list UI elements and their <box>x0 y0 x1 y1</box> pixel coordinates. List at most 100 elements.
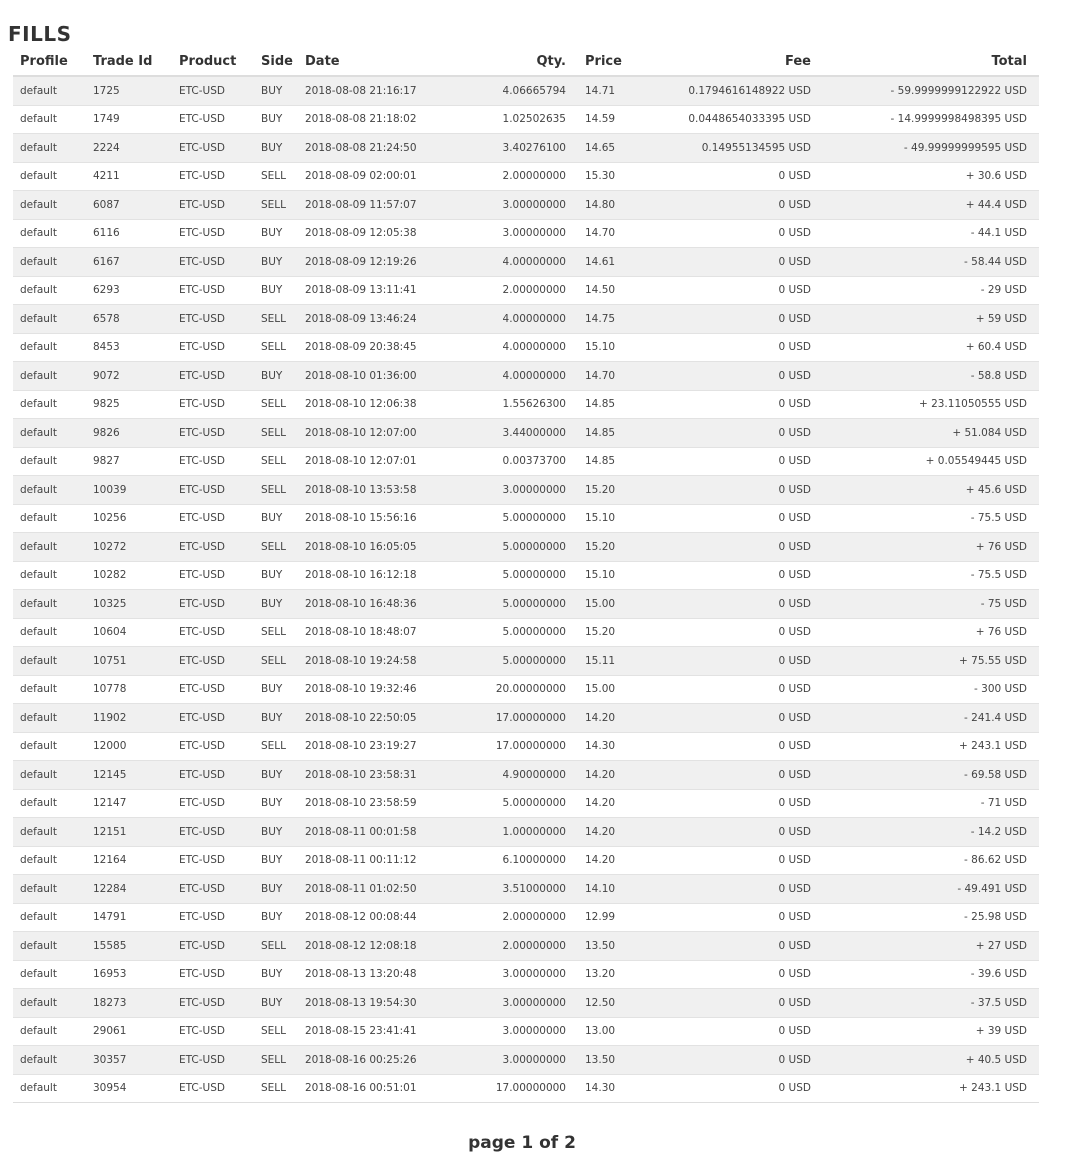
cell-fee: 0 USD <box>663 760 823 789</box>
cell-date: 2018-08-08 21:24:50 <box>298 133 468 162</box>
cell-qty: 5.00000000 <box>468 646 578 675</box>
cell-price: 14.85 <box>578 418 663 447</box>
cell-qty: 3.51000000 <box>468 874 578 903</box>
cell-product: ETC-USD <box>172 589 254 618</box>
cell-price: 12.50 <box>578 988 663 1017</box>
table-row: default 12284 ETC-USD BUY 2018-08-11 01:02:5… <box>13 874 1039 903</box>
cell-trade-id: 16953 <box>86 959 172 989</box>
cell-product: ETC-USD <box>172 503 254 533</box>
cell-profile: default <box>13 418 86 447</box>
cell-trade-id: 12145 <box>86 760 172 789</box>
cell-qty: 2.00000000 <box>468 902 578 932</box>
cell-trade-id: 9825 <box>86 389 172 419</box>
cell-profile: default <box>13 902 86 932</box>
cell-product: ETC-USD <box>172 133 254 162</box>
cell-product: ETC-USD <box>172 560 254 590</box>
cell-profile: default <box>13 218 86 248</box>
cell-side: BUY <box>254 104 298 134</box>
cell-fee: 0 USD <box>663 304 823 333</box>
cell-fee: 0 USD <box>663 190 823 219</box>
column-header-qty[interactable]: Qty. <box>468 48 578 77</box>
cell-qty: 5.00000000 <box>468 617 578 647</box>
cell-date: 2018-08-11 00:11:12 <box>298 845 468 875</box>
cell-profile: default <box>13 817 86 846</box>
cell-qty: 20.00000000 <box>468 674 578 704</box>
table-row: default 10325 ETC-USD BUY 2018-08-10 16:48:3… <box>13 589 1039 618</box>
cell-product: ETC-USD <box>172 731 254 761</box>
cell-price: 13.00 <box>578 1016 663 1046</box>
cell-qty: 3.00000000 <box>468 190 578 219</box>
column-header-fee[interactable]: Fee <box>663 48 823 77</box>
cell-trade-id: 29061 <box>86 1016 172 1046</box>
cell-qty: 1.00000000 <box>468 817 578 846</box>
cell-side: BUY <box>254 959 298 989</box>
cell-qty: 3.40276100 <box>468 133 578 162</box>
cell-trade-id: 10325 <box>86 589 172 618</box>
cell-product: ETC-USD <box>172 845 254 875</box>
cell-side: SELL <box>254 731 298 761</box>
column-header-product[interactable]: Product <box>172 48 254 77</box>
cell-price: 14.85 <box>578 446 663 476</box>
cell-price: 13.50 <box>578 1045 663 1074</box>
cell-total: - 75.5 USD <box>823 560 1039 590</box>
table-row: default 10039 ETC-USD SELL 2018-08-10 13:53:… <box>13 475 1039 504</box>
cell-price: 15.30 <box>578 161 663 191</box>
cell-fee: 0 USD <box>663 218 823 248</box>
cell-product: ETC-USD <box>172 275 254 305</box>
cell-total: - 44.1 USD <box>823 218 1039 248</box>
cell-profile: default <box>13 1016 86 1046</box>
cell-fee: 0 USD <box>663 1073 823 1103</box>
cell-fee: 0 USD <box>663 589 823 618</box>
column-header-date[interactable]: Date <box>298 48 468 77</box>
column-header-profile[interactable]: Profile <box>13 48 86 77</box>
cell-trade-id: 10604 <box>86 617 172 647</box>
cell-date: 2018-08-11 00:01:58 <box>298 817 468 846</box>
column-header-price[interactable]: Price <box>578 48 663 77</box>
cell-total: + 60.4 USD <box>823 332 1039 362</box>
cell-qty: 3.44000000 <box>468 418 578 447</box>
cell-side: SELL <box>254 332 298 362</box>
table-row: default 1749 ETC-USD BUY 2018-08-08 21:18:02… <box>13 104 1039 134</box>
cell-qty: 5.00000000 <box>468 560 578 590</box>
cell-fee: 0 USD <box>663 418 823 447</box>
table-row: default 6578 ETC-USD SELL 2018-08-09 13:46:2… <box>13 304 1039 333</box>
cell-side: SELL <box>254 1073 298 1103</box>
cell-date: 2018-08-09 11:57:07 <box>298 190 468 219</box>
cell-fee: 0 USD <box>663 475 823 504</box>
cell-qty: 17.00000000 <box>468 731 578 761</box>
cell-price: 14.20 <box>578 788 663 818</box>
cell-side: BUY <box>254 589 298 618</box>
cell-date: 2018-08-12 00:08:44 <box>298 902 468 932</box>
column-header-side[interactable]: Side <box>254 48 298 77</box>
column-header-total[interactable]: Total <box>823 48 1039 77</box>
cell-date: 2018-08-08 21:18:02 <box>298 104 468 134</box>
cell-side: SELL <box>254 446 298 476</box>
cell-fee: 0 USD <box>663 674 823 704</box>
cell-trade-id: 6578 <box>86 304 172 333</box>
cell-product: ETC-USD <box>172 646 254 675</box>
table-row: default 30954 ETC-USD SELL 2018-08-16 00:51:… <box>13 1073 1039 1103</box>
cell-side: BUY <box>254 902 298 932</box>
cell-side: BUY <box>254 760 298 789</box>
cell-trade-id: 2224 <box>86 133 172 162</box>
cell-profile: default <box>13 133 86 162</box>
cell-total: - 58.44 USD <box>823 247 1039 276</box>
cell-price: 14.30 <box>578 731 663 761</box>
cell-trade-id: 18273 <box>86 988 172 1017</box>
cell-date: 2018-08-10 19:24:58 <box>298 646 468 675</box>
cell-fee: 0 USD <box>663 874 823 903</box>
cell-total: + 75.55 USD <box>823 646 1039 675</box>
cell-date: 2018-08-10 15:56:16 <box>298 503 468 533</box>
cell-product: ETC-USD <box>172 247 254 276</box>
cell-fee: 0 USD <box>663 1045 823 1074</box>
cell-trade-id: 4211 <box>86 161 172 191</box>
cell-trade-id: 11902 <box>86 703 172 732</box>
cell-trade-id: 6293 <box>86 275 172 305</box>
table-row: default 30357 ETC-USD SELL 2018-08-16 00:25:… <box>13 1045 1039 1074</box>
cell-fee: 0 USD <box>663 988 823 1017</box>
column-header-trade-id[interactable]: Trade Id <box>86 48 172 77</box>
cell-total: - 39.6 USD <box>823 959 1039 989</box>
cell-qty: 5.00000000 <box>468 503 578 533</box>
table-row: default 29061 ETC-USD SELL 2018-08-15 23:41:… <box>13 1016 1039 1046</box>
cell-price: 15.20 <box>578 532 663 561</box>
